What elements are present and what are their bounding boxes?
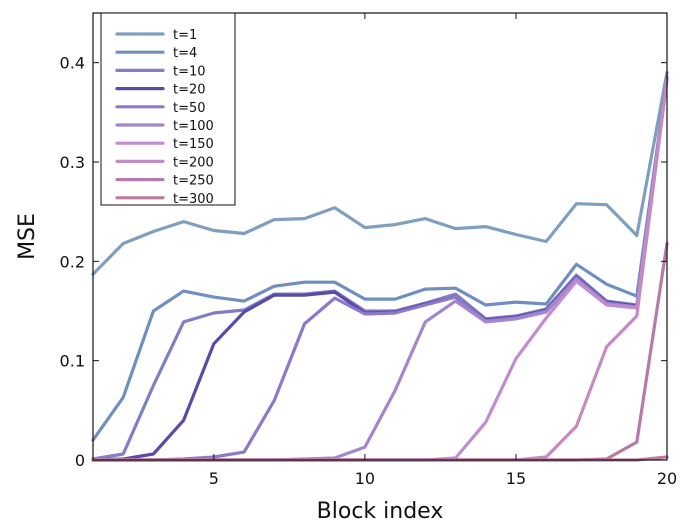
legend: t=1 t=4 t=10 t=20 t=50 t=100 t=150 t=200 t=250 t=… <box>100 12 236 207</box>
legend-label: t=150 <box>173 137 214 152</box>
plot-frame <box>92 12 668 461</box>
x-tick-label: 5 <box>209 469 219 488</box>
legend-label: t=4 <box>173 46 197 61</box>
legend-label: t=200 <box>173 155 214 170</box>
legend-label: t=20 <box>173 83 206 98</box>
legend-label: t=50 <box>173 101 206 116</box>
y-axis-title: MSE <box>15 213 40 260</box>
legend-label: t=1 <box>173 28 197 43</box>
series-line-t-1 <box>91 70 669 276</box>
legend-label: t=10 <box>173 64 206 79</box>
x-tick-label: 10 <box>355 469 375 488</box>
y-tick-label: 0.1 <box>60 352 85 371</box>
ticks-layer: 5 10 15 20 0 0.1 0.2 0.3 0.4 <box>60 13 677 488</box>
x-tick-label: 20 <box>657 469 677 488</box>
y-tick-label: 0.3 <box>60 153 85 172</box>
series-line-t-4 <box>91 75 669 442</box>
legend-box <box>100 12 236 206</box>
legend-label: t=300 <box>173 192 214 207</box>
legend-label: t=100 <box>173 119 214 134</box>
y-tick-label: 0.2 <box>60 252 85 271</box>
y-tick-label: 0 <box>75 451 85 470</box>
x-axis-title: Block index <box>317 499 444 524</box>
legend-label: t=250 <box>173 174 214 189</box>
y-tick-label: 0.4 <box>60 54 85 73</box>
x-tick-label: 15 <box>506 469 526 488</box>
